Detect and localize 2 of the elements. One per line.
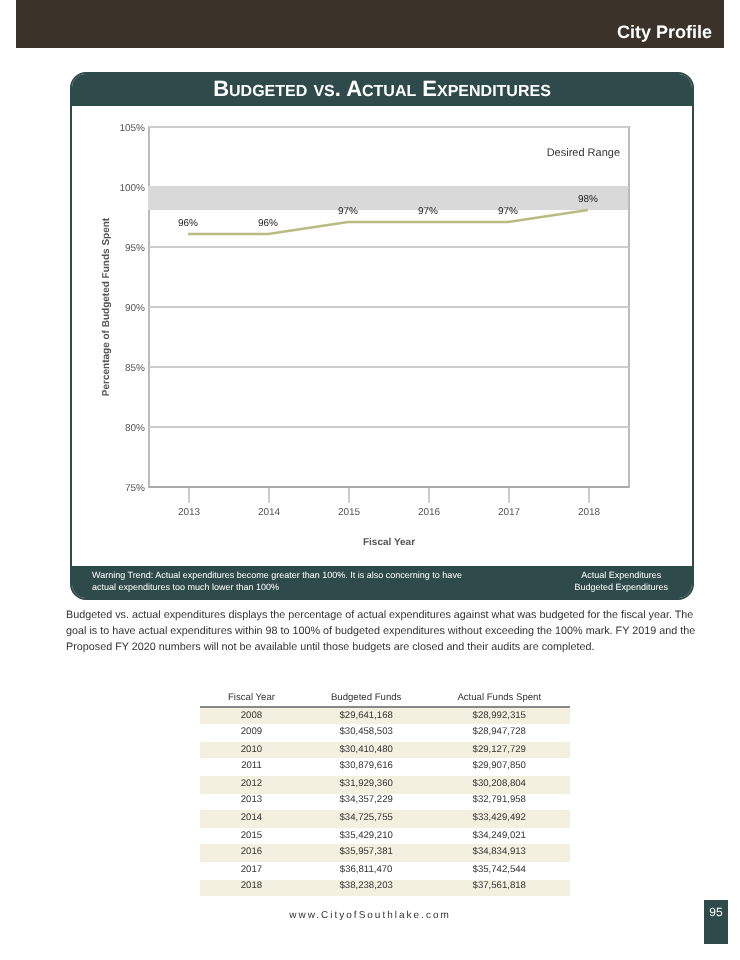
text: City Profile <box>616 22 712 42</box>
chart-title: Budgeted vs. Actual Expenditures <box>72 74 692 106</box>
